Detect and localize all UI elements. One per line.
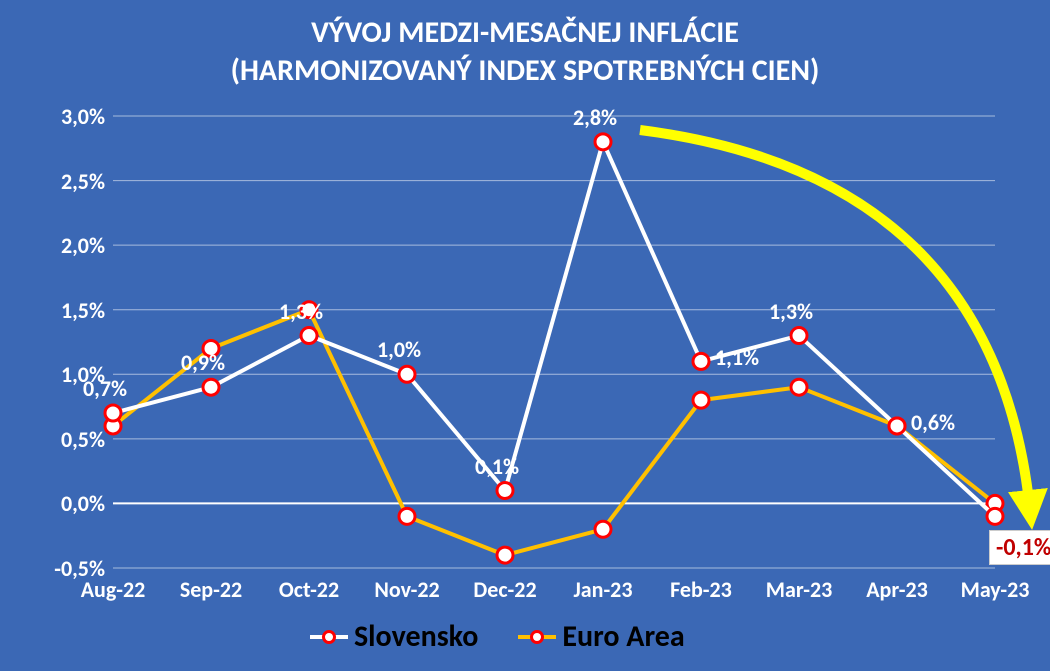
y-tick-label: 3,0% — [61, 103, 105, 130]
data-label: 1,0% — [377, 336, 421, 363]
x-tick-label: Mar-23 — [754, 576, 844, 603]
data-label: 1,3% — [279, 298, 323, 325]
x-tick-label: Nov-22 — [362, 576, 452, 603]
y-tick-label: 1,5% — [61, 297, 105, 324]
x-tick-label: Apr-23 — [852, 576, 942, 603]
data-label: 0,9% — [181, 349, 225, 376]
legend: Slovensko Euro Area — [310, 618, 685, 655]
data-label: 1,3% — [769, 298, 813, 325]
y-tick-label: 0,5% — [61, 426, 105, 453]
y-tick-label: 0,0% — [61, 490, 105, 517]
x-tick-label: Aug-22 — [68, 576, 158, 603]
data-label: 0,6% — [911, 409, 955, 436]
x-tick-label: Feb-23 — [656, 576, 746, 603]
data-label: 1,1% — [715, 344, 759, 371]
y-tick-label: 2,5% — [61, 168, 105, 195]
data-label: 0,7% — [83, 375, 127, 402]
legend-label-slovensko: Slovensko — [354, 618, 478, 655]
data-label: 2,8% — [573, 104, 617, 131]
x-tick-label: Dec-22 — [460, 576, 550, 603]
x-tick-label: May-23 — [950, 576, 1040, 603]
x-tick-label: Oct-22 — [264, 576, 354, 603]
y-tick-label: 2,0% — [61, 232, 105, 259]
legend-item-euroarea: Euro Area — [518, 618, 684, 655]
legend-item-slovensko: Slovensko — [310, 618, 478, 655]
x-tick-label: Jan-23 — [558, 576, 648, 603]
data-label: -0,1% — [989, 530, 1050, 565]
data-label: 0,1% — [475, 453, 519, 480]
x-tick-label: Sep-22 — [166, 576, 256, 603]
legend-label-euroarea: Euro Area — [562, 618, 684, 655]
chart-plot — [0, 0, 1050, 671]
